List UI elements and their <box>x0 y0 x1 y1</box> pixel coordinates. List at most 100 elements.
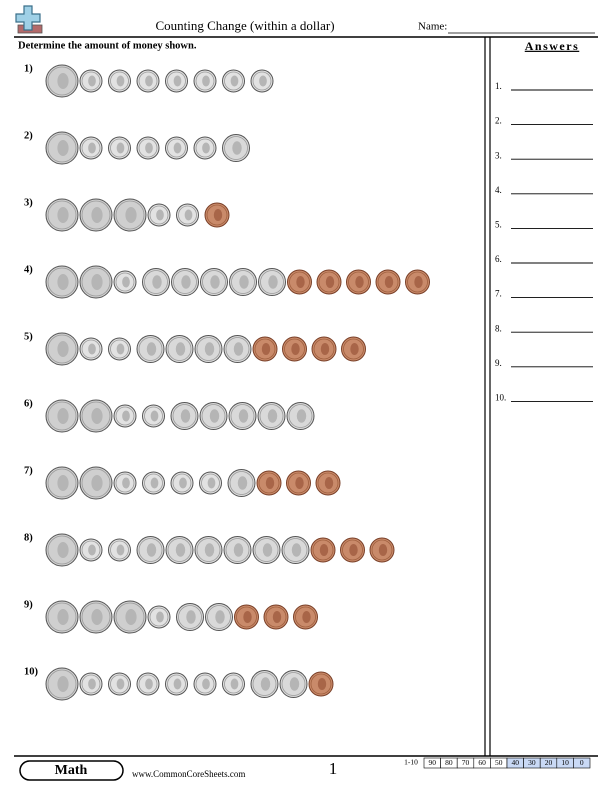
coin-portrait <box>88 544 96 556</box>
score: 80 <box>445 758 453 767</box>
coin-portrait <box>202 678 210 690</box>
coin-portrait <box>232 141 242 155</box>
coin-portrait <box>156 209 164 221</box>
score: 50 <box>495 758 503 767</box>
answer-number: 3. <box>495 150 502 160</box>
coin-portrait <box>267 409 278 423</box>
coin-rim <box>202 270 226 294</box>
coin-rim <box>115 602 145 632</box>
coin-rim <box>81 71 101 91</box>
coin-rim <box>149 607 169 627</box>
coin-rim <box>47 267 77 297</box>
coin-rim <box>207 605 231 629</box>
problem-number: 6) <box>24 398 33 409</box>
coin-rim <box>81 200 111 230</box>
coin-portrait <box>145 142 153 154</box>
answer-number: 8. <box>495 323 502 333</box>
name-label: Name: <box>418 21 447 33</box>
coin-rim <box>195 138 215 158</box>
coin-rim <box>342 539 363 561</box>
coin-portrait <box>57 475 69 491</box>
answers-title: Answers <box>525 39 580 53</box>
coin-rim <box>144 406 163 426</box>
coin-rim <box>81 339 101 359</box>
coin-rim <box>283 538 308 562</box>
coin-rim <box>110 674 129 694</box>
coin-rim <box>115 406 135 426</box>
coin-portrait <box>57 609 69 625</box>
coin-portrait <box>91 408 103 424</box>
coin-rim <box>195 674 215 694</box>
coin-portrait <box>355 276 364 288</box>
coin-rim <box>224 674 243 694</box>
coin-rim <box>295 606 316 628</box>
score: 70 <box>462 758 470 767</box>
coin-portrait <box>296 276 305 288</box>
coin-rim <box>47 602 77 632</box>
coin-portrait <box>202 75 210 87</box>
coin-portrait <box>319 544 329 556</box>
score-label: 1-10 <box>404 758 418 767</box>
coin-portrait <box>91 207 103 223</box>
coin-rim <box>230 404 255 428</box>
coin-rim <box>81 540 101 560</box>
coin-rim <box>47 66 77 96</box>
coin-portrait <box>324 477 334 489</box>
coin-portrait <box>116 75 125 87</box>
coin-rim <box>81 468 111 498</box>
coin-portrait <box>125 207 137 223</box>
coin-portrait <box>145 75 153 87</box>
problem-number: 4) <box>24 264 33 275</box>
coin-rim <box>265 606 287 628</box>
coin-portrait <box>230 75 239 87</box>
coin-portrait <box>213 209 223 221</box>
coin-rim <box>254 338 276 360</box>
coin-portrait <box>57 73 69 89</box>
coin-rim <box>47 468 77 498</box>
coin-portrait <box>239 275 249 289</box>
coin-rim <box>236 606 257 628</box>
coin-portrait <box>378 544 388 556</box>
answer-number: 6. <box>495 254 502 264</box>
coin-portrait <box>57 676 69 692</box>
coin-rim <box>47 669 77 699</box>
coin-rim <box>81 267 111 297</box>
coin-portrait <box>238 409 249 423</box>
coin-rim <box>377 271 399 293</box>
coin-rim <box>224 136 248 160</box>
answer-number: 5. <box>495 219 502 229</box>
coin-portrait <box>325 276 335 288</box>
answer-number: 2. <box>495 116 502 126</box>
score: 20 <box>545 758 553 767</box>
coin-portrait <box>122 477 130 489</box>
coin-portrait <box>179 477 187 489</box>
coin-rim <box>138 674 158 694</box>
coin-rim <box>259 404 284 428</box>
coin-portrait <box>145 678 153 690</box>
coin-rim <box>289 271 310 293</box>
logo <box>15 5 43 34</box>
coin-rim <box>47 133 77 163</box>
subject: Math <box>55 763 88 778</box>
coin-portrait <box>91 274 103 290</box>
coin-rim <box>167 674 186 694</box>
coin-rim <box>343 338 364 360</box>
coin-rim <box>348 271 369 293</box>
coin-rim <box>47 535 77 565</box>
coin-portrait <box>57 140 69 156</box>
coin-portrait <box>349 544 358 556</box>
coin-rim <box>167 538 192 562</box>
answer-number: 9. <box>495 358 502 368</box>
score-cell <box>573 757 591 769</box>
coin-rim <box>310 673 332 695</box>
coin-portrait <box>261 343 271 355</box>
coin-portrait <box>150 410 159 422</box>
coin-portrait <box>289 677 300 691</box>
website: www.CommonCoreSheets.com <box>132 769 245 779</box>
coin-rim <box>284 338 305 360</box>
coin-portrait <box>152 275 162 289</box>
coin-portrait <box>207 477 216 489</box>
score: 10 <box>561 758 569 767</box>
score: 90 <box>429 758 437 767</box>
